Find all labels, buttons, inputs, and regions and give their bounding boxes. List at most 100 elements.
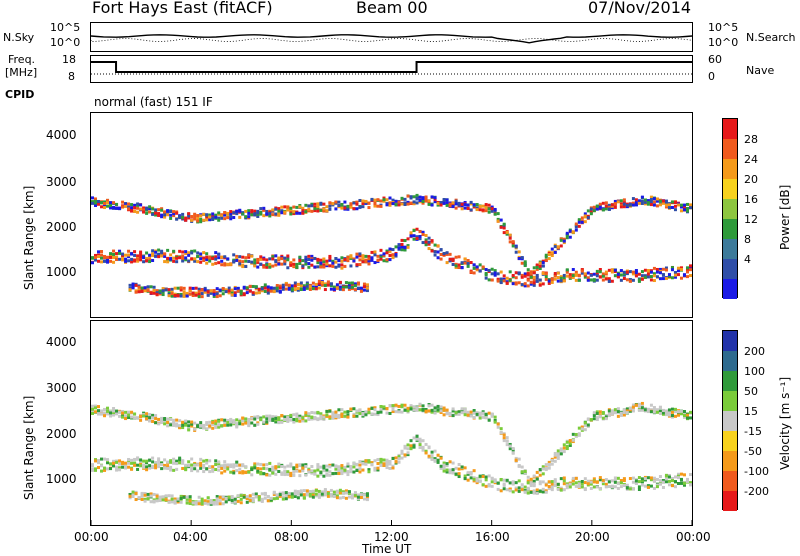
power-cell (424, 240, 428, 244)
velocity-cell (316, 474, 320, 478)
velocity-cell (622, 410, 626, 414)
date-title: 07/Nov/2014 (588, 0, 692, 17)
power-cell (610, 203, 614, 207)
power-cell (574, 278, 578, 282)
velocity-cell (379, 404, 383, 408)
power-cell (232, 259, 236, 263)
power-cell (361, 260, 365, 264)
power-cell (256, 257, 260, 261)
velocity-cell (559, 477, 563, 481)
velocity-cell (329, 494, 333, 498)
velocity-cell (317, 489, 321, 493)
velocity-cell (350, 493, 354, 497)
velocity-cell (112, 413, 116, 417)
power-cell (541, 282, 545, 286)
power-cell (143, 286, 147, 290)
velocity-cell (574, 484, 578, 488)
power-cell (388, 203, 392, 207)
velocity-cell (128, 494, 132, 498)
velocity-colorbar-tick: 50 (744, 385, 758, 398)
power-cell (379, 204, 383, 208)
velocity-cell (421, 448, 425, 452)
power-cell (362, 282, 366, 286)
power-cell (625, 278, 629, 282)
power-cell (469, 270, 473, 274)
power-cell (239, 292, 243, 296)
power-cell (320, 280, 324, 284)
velocity-cell (238, 420, 242, 424)
power-cell (481, 208, 485, 212)
power-cell (547, 281, 551, 285)
power-cell (121, 258, 125, 262)
power-cell (682, 203, 686, 207)
power-cell (670, 206, 674, 210)
velocity-cell (262, 472, 266, 476)
velocity-cell (391, 466, 395, 470)
velocity-cell (466, 471, 470, 475)
power-cell (634, 269, 638, 273)
power-cell (115, 206, 119, 210)
power-cell (206, 293, 210, 297)
power-cell (322, 265, 326, 269)
velocity-cell (179, 494, 183, 498)
power-cell (622, 202, 626, 206)
velocity-cell (311, 489, 315, 493)
power-cell (370, 197, 374, 201)
velocity-cell (133, 457, 137, 461)
velocity-cell (454, 466, 458, 470)
velocity-cell (568, 439, 572, 443)
power-cell (373, 253, 377, 257)
velocity-cell (164, 498, 168, 502)
velocity-cell (173, 497, 177, 501)
velocity-cell (433, 406, 437, 410)
power-cell (301, 206, 305, 210)
velocity-cell (562, 482, 566, 486)
velocity-cell (133, 416, 137, 420)
velocity-cell (304, 473, 308, 477)
power-cell (194, 293, 198, 297)
velocity-cell (148, 466, 152, 470)
power-cell (154, 213, 158, 217)
power-cell (100, 201, 104, 205)
velocity-cell (283, 415, 287, 419)
velocity-cell (323, 493, 327, 497)
power-cell (124, 259, 128, 263)
power-cell (511, 282, 515, 286)
velocity-cell (442, 469, 446, 473)
power-cell (559, 244, 563, 248)
velocity-cell (508, 447, 512, 451)
power-cell (296, 283, 300, 287)
power-cell (373, 250, 377, 254)
power-cell (655, 204, 659, 208)
power-cell (239, 290, 243, 294)
velocity-cell (248, 496, 252, 500)
power-cell (323, 288, 327, 292)
velocity-cell (523, 471, 527, 475)
power-cell (619, 202, 623, 206)
power-cell (490, 278, 494, 282)
power-cell (637, 199, 641, 203)
power-cell (145, 251, 149, 255)
velocity-cell (284, 497, 288, 501)
velocity-cell (376, 462, 380, 466)
velocity-cell (583, 421, 587, 425)
power-cell (430, 203, 434, 207)
power-cell (181, 215, 185, 219)
velocity-cell (262, 466, 266, 470)
velocity-cell (682, 415, 686, 419)
power-cell (263, 286, 267, 290)
power-cell (613, 199, 617, 203)
velocity-cell (676, 472, 680, 476)
power-cell (367, 262, 371, 266)
velocity-cell (436, 404, 440, 408)
power-cell (145, 206, 149, 210)
velocity-cell (319, 472, 323, 476)
velocity-cell (223, 469, 227, 473)
power-cell (568, 275, 572, 279)
power-cell (166, 260, 170, 264)
power-cell (415, 227, 419, 231)
velocity-cell (316, 417, 320, 421)
power-colorbar-segment (723, 279, 737, 299)
power-cell (223, 213, 227, 217)
